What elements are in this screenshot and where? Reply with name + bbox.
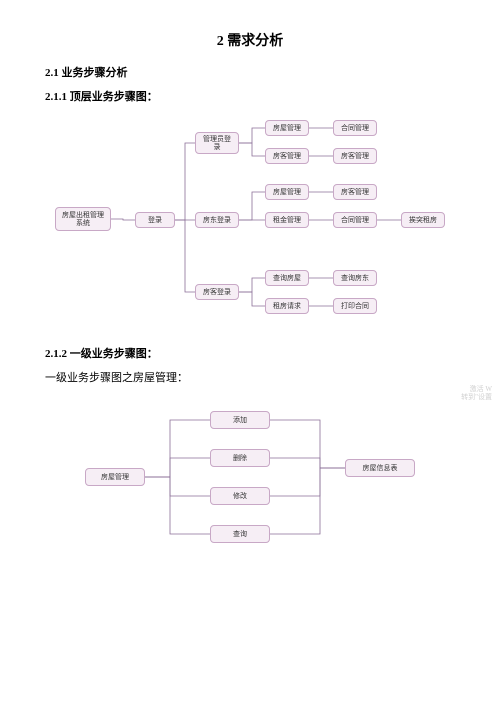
node-query: 查询: [210, 525, 270, 543]
node-delete: 删除: [210, 449, 270, 467]
top-level-flowchart: 房屋出租管理 系统登录管理员登 录房屋管理合同管理房客管理房客管理房东登录房屋管…: [55, 112, 455, 327]
node-admin: 管理员登 录: [195, 132, 239, 154]
node-t_search: 查询房屋: [265, 270, 309, 286]
node-t_req: 租房请求: [265, 298, 309, 314]
section-2-1-2: 2.1.2 一级业务步骤图：: [45, 345, 455, 361]
chapter-title: 2 需求分析: [45, 30, 455, 50]
node-adm_house: 房屋管理: [265, 120, 309, 136]
section-2-1-1: 2.1.1 顶层业务步骤图：: [45, 88, 455, 104]
node-root: 房屋出租管理 系统: [55, 207, 111, 231]
node-adm_contract: 合同管理: [333, 120, 377, 136]
node-info: 房屋信息表: [345, 459, 415, 477]
node-adm_tenant: 房客管理: [265, 148, 309, 164]
node-login: 登录: [135, 212, 175, 228]
node-ll_house: 房屋管理: [265, 184, 309, 200]
node-tenant: 房客登录: [195, 284, 239, 300]
node-modify: 修改: [210, 487, 270, 505]
node-t_landlord: 查询房东: [333, 270, 377, 286]
watermark: 激活 W 转到"设置: [461, 385, 492, 402]
node-adm_tenant2: 房客管理: [333, 148, 377, 164]
node-ll_rentlost: 挨突租房: [401, 212, 445, 228]
node-landlord: 房东登录: [195, 212, 239, 228]
section-2-1: 2.1 业务步骤分析: [45, 64, 455, 80]
subtitle-2-1-2: 一级业务步骤图之房屋管理：: [45, 369, 455, 385]
node-add: 添加: [210, 411, 270, 429]
node-house_mgmt: 房屋管理: [85, 468, 145, 486]
node-ll_contract: 合同管理: [333, 212, 377, 228]
node-ll_rent: 租金管理: [265, 212, 309, 228]
watermark-line2: 转到"设置: [461, 393, 492, 401]
level1-flowchart: 房屋管理 添加删除修改查询 房屋信息表: [55, 403, 455, 553]
node-t_print: 打印合同: [333, 298, 377, 314]
node-ll_tenant: 房客管理: [333, 184, 377, 200]
